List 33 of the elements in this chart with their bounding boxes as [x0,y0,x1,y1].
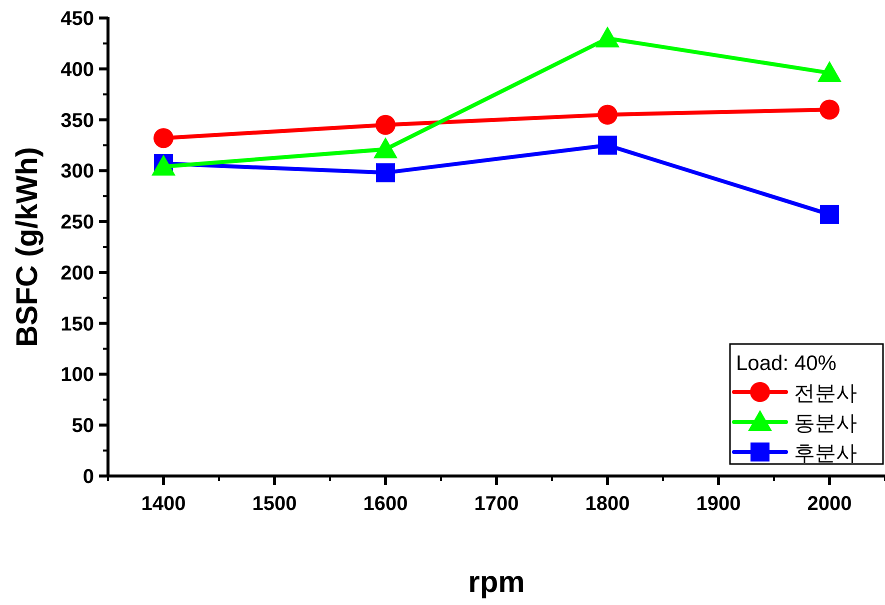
y-tick-label: 50 [72,415,94,438]
point [598,104,618,125]
x-tick-label: 1400 [141,493,186,515]
x-tick-label: 1800 [585,493,630,515]
y-axis-title: BSFC (g/kWh) [11,147,44,347]
y-tick-label: 450 [60,8,94,30]
point [596,26,620,48]
y-tick-label: 150 [60,313,94,336]
x-tick-label: 2000 [807,493,852,515]
y-tick-label: 400 [60,58,94,81]
legend-title: Load: 40% [736,352,836,375]
legend-label: 전분사 [794,382,857,405]
point [598,136,617,155]
y-tick-label: 300 [60,160,94,183]
point [376,114,396,135]
point [820,204,839,224]
point [154,128,174,148]
x-tick-label: 1600 [363,493,408,515]
x-tick-label: 1700 [474,493,519,515]
legend-label: 후분사 [794,442,857,465]
y-tick-label: 350 [60,110,94,132]
legend-label: 동분사 [794,412,857,435]
y-tick-label: 200 [60,262,94,284]
y-tick-label: 250 [60,212,94,234]
point [376,163,395,182]
x-tick-label: 1500 [252,493,297,515]
point [818,60,842,82]
y-tick-label: 0 [82,466,94,488]
y-tick-label: 100 [60,364,94,386]
x-axis-title: rpm [468,566,525,599]
point [820,100,840,120]
x-tick-label: 1900 [696,493,741,515]
point [374,137,398,158]
